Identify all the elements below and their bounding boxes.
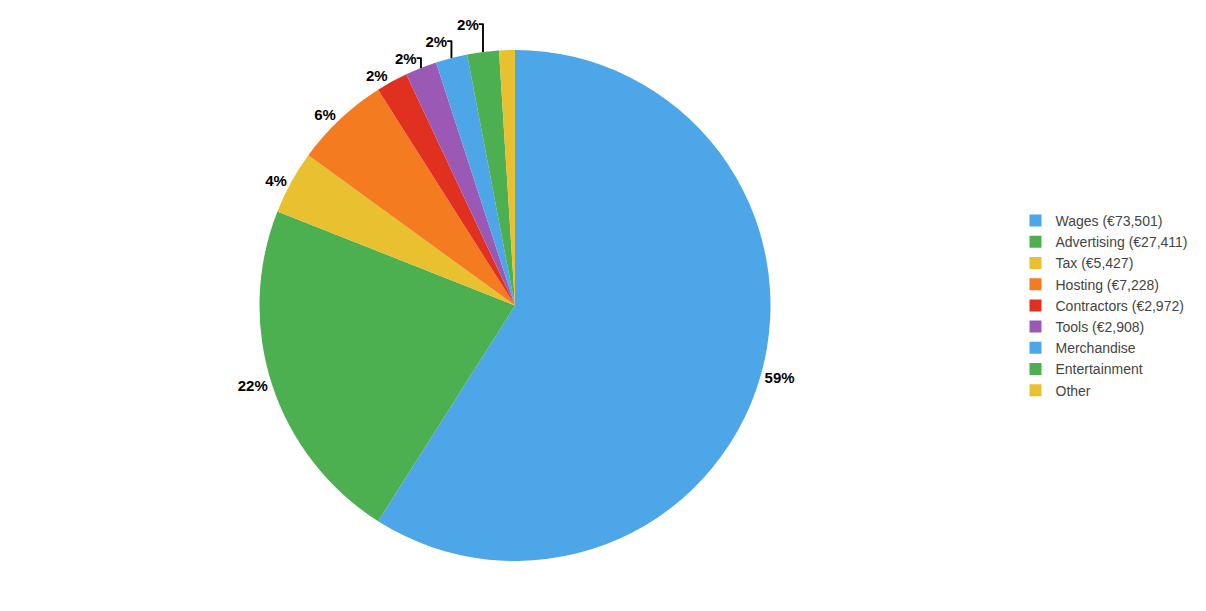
svg-text:Tools (€2,908): Tools (€2,908)	[1056, 319, 1145, 335]
svg-text:2%: 2%	[366, 67, 388, 84]
svg-text:Other: Other	[1056, 383, 1091, 399]
svg-text:Contractors (€2,972): Contractors (€2,972)	[1056, 298, 1184, 314]
svg-text:Entertainment: Entertainment	[1056, 361, 1143, 377]
svg-text:22%: 22%	[238, 377, 268, 394]
svg-text:2%: 2%	[457, 16, 479, 33]
svg-text:Merchandise: Merchandise	[1056, 340, 1136, 356]
svg-text:2%: 2%	[395, 50, 417, 67]
svg-text:Tax (€5,427): Tax (€5,427)	[1056, 255, 1134, 271]
svg-text:Hosting (€7,228): Hosting (€7,228)	[1056, 277, 1160, 293]
svg-text:Advertising (€27,411): Advertising (€27,411)	[1056, 234, 1188, 250]
svg-text:59%: 59%	[765, 369, 795, 386]
svg-text:2%: 2%	[426, 33, 448, 50]
svg-text:6%: 6%	[314, 106, 336, 123]
svg-text:Wages (€73,501): Wages (€73,501)	[1056, 213, 1163, 229]
svg-text:4%: 4%	[265, 172, 287, 189]
